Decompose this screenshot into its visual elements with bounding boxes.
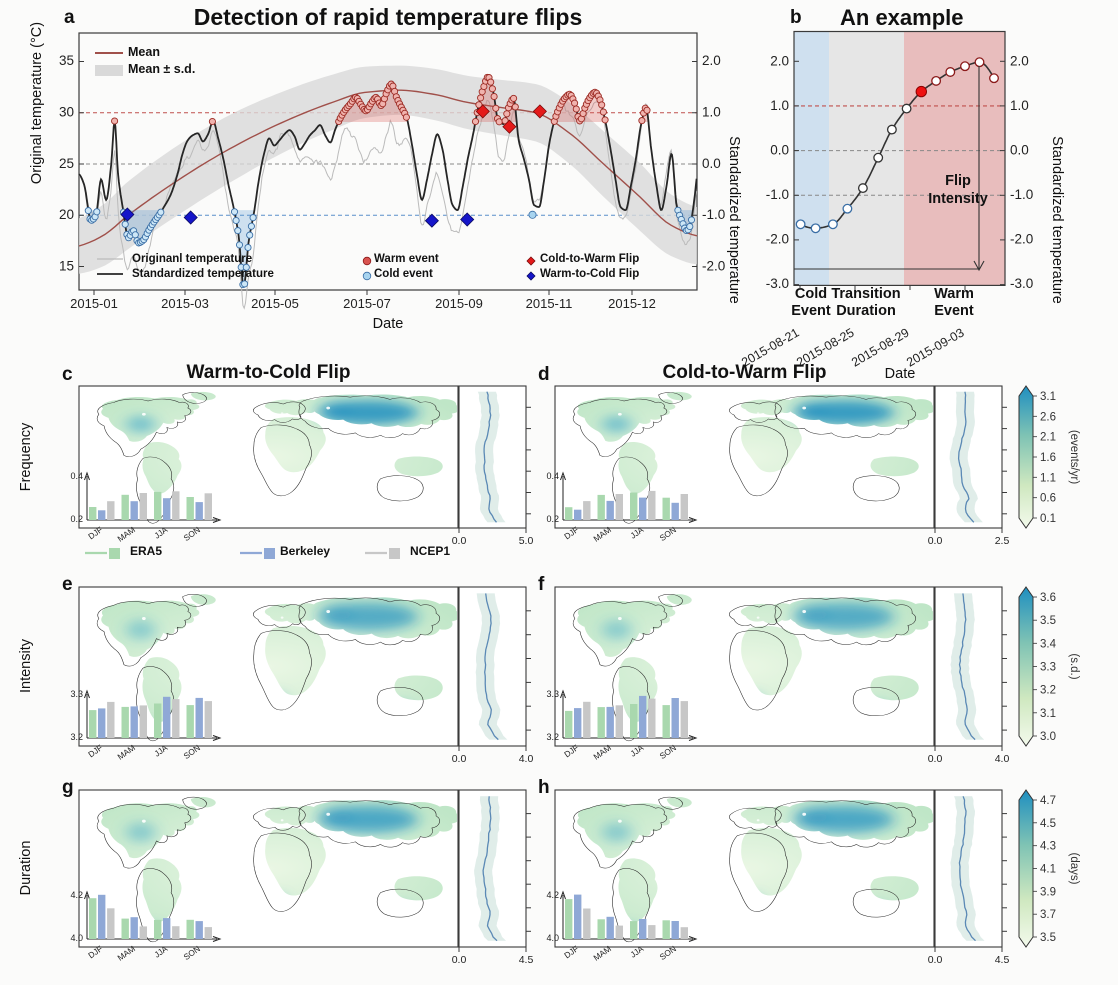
svg-text:4.2: 4.2 xyxy=(546,890,559,900)
svg-text:1.0: 1.0 xyxy=(1010,98,1029,113)
svg-text:Date: Date xyxy=(373,316,404,332)
svg-text:(events/yr): (events/yr) xyxy=(1068,430,1080,484)
svg-text:15: 15 xyxy=(59,259,74,274)
svg-text:2.5: 2.5 xyxy=(995,535,1010,547)
svg-text:2015-11: 2015-11 xyxy=(526,296,573,311)
svg-text:0.0: 0.0 xyxy=(1010,143,1029,158)
svg-text:4.2: 4.2 xyxy=(70,890,83,900)
svg-text:0.0: 0.0 xyxy=(928,954,943,966)
svg-text:0.2: 0.2 xyxy=(546,514,559,524)
svg-text:-3.0: -3.0 xyxy=(1010,276,1033,291)
svg-text:3.2: 3.2 xyxy=(546,732,559,742)
svg-text:3.0: 3.0 xyxy=(1040,731,1056,743)
svg-text:3.2: 3.2 xyxy=(70,732,83,742)
svg-text:Event: Event xyxy=(791,303,831,319)
svg-text:35: 35 xyxy=(59,53,74,68)
svg-text:4.0: 4.0 xyxy=(546,933,559,943)
svg-text:-2.0: -2.0 xyxy=(1010,232,1033,247)
svg-text:0.0: 0.0 xyxy=(770,143,789,158)
svg-text:0.1: 0.1 xyxy=(1040,513,1056,525)
svg-text:(days): (days) xyxy=(1068,853,1080,885)
svg-text:3.1: 3.1 xyxy=(1040,708,1056,720)
svg-text:-3.0: -3.0 xyxy=(766,276,789,291)
svg-text:2015-03: 2015-03 xyxy=(161,296,209,311)
svg-text:4.0: 4.0 xyxy=(995,753,1010,765)
svg-text:2015-07: 2015-07 xyxy=(343,296,391,311)
svg-text:0.6: 0.6 xyxy=(1040,493,1056,505)
svg-text:3.5: 3.5 xyxy=(1040,615,1056,627)
svg-text:Transition: Transition xyxy=(831,286,900,302)
svg-text:4.1: 4.1 xyxy=(1040,864,1056,876)
svg-text:4.7: 4.7 xyxy=(1040,795,1056,807)
svg-text:1.6: 1.6 xyxy=(1040,452,1056,464)
svg-text:3.2: 3.2 xyxy=(1040,685,1056,697)
svg-text:4.5: 4.5 xyxy=(1040,818,1056,830)
svg-text:2.0: 2.0 xyxy=(770,54,789,69)
svg-text:0.4: 0.4 xyxy=(546,471,559,481)
svg-text:3.3: 3.3 xyxy=(1040,662,1056,674)
svg-text:2015-12: 2015-12 xyxy=(608,296,656,311)
svg-text:-1.0: -1.0 xyxy=(766,187,789,202)
svg-text:4.0: 4.0 xyxy=(70,933,83,943)
svg-text:5.0: 5.0 xyxy=(519,535,534,547)
svg-text:-1.0: -1.0 xyxy=(702,207,725,222)
svg-text:0.0: 0.0 xyxy=(452,535,467,547)
svg-text:3.6: 3.6 xyxy=(1040,592,1056,604)
svg-text:3.4: 3.4 xyxy=(1040,638,1057,650)
svg-text:0.0: 0.0 xyxy=(928,753,943,765)
svg-text:Event: Event xyxy=(934,303,974,319)
svg-text:2.0: 2.0 xyxy=(702,53,721,68)
svg-text:0.0: 0.0 xyxy=(452,753,467,765)
svg-text:Duration: Duration xyxy=(836,303,896,319)
svg-text:1.1: 1.1 xyxy=(1040,472,1056,484)
svg-text:-2.0: -2.0 xyxy=(702,259,725,274)
svg-text:-2.0: -2.0 xyxy=(766,232,789,247)
svg-text:(s.d.): (s.d.) xyxy=(1068,653,1080,679)
svg-text:2015-01: 2015-01 xyxy=(70,296,118,311)
svg-text:2.1: 2.1 xyxy=(1040,432,1056,444)
svg-text:3.5: 3.5 xyxy=(1040,932,1056,944)
svg-text:0.0: 0.0 xyxy=(452,954,467,966)
svg-text:-1.0: -1.0 xyxy=(1010,187,1033,202)
svg-text:25: 25 xyxy=(59,156,74,171)
svg-text:0.4: 0.4 xyxy=(70,471,83,481)
svg-text:0.0: 0.0 xyxy=(928,535,943,547)
svg-text:Intensity: Intensity xyxy=(928,191,988,207)
svg-text:0.0: 0.0 xyxy=(702,156,721,171)
svg-text:4.3: 4.3 xyxy=(1040,841,1056,853)
svg-text:1.0: 1.0 xyxy=(770,98,789,113)
svg-text:2.0: 2.0 xyxy=(1010,54,1029,69)
svg-text:3.1: 3.1 xyxy=(1040,391,1056,403)
svg-text:3.3: 3.3 xyxy=(546,689,559,699)
svg-text:Flip: Flip xyxy=(945,173,971,189)
svg-text:1.0: 1.0 xyxy=(702,105,721,120)
svg-text:30: 30 xyxy=(59,105,74,120)
svg-text:0.2: 0.2 xyxy=(70,514,83,524)
svg-text:4.0: 4.0 xyxy=(519,753,534,765)
svg-text:Warm: Warm xyxy=(934,286,974,302)
svg-text:3.9: 3.9 xyxy=(1040,886,1056,898)
svg-text:2015-05: 2015-05 xyxy=(251,296,299,311)
svg-text:2.6: 2.6 xyxy=(1040,411,1056,423)
svg-text:3.3: 3.3 xyxy=(70,689,83,699)
svg-text:4.5: 4.5 xyxy=(995,954,1010,966)
svg-text:20: 20 xyxy=(59,207,74,222)
svg-text:4.5: 4.5 xyxy=(519,954,534,966)
svg-text:3.7: 3.7 xyxy=(1040,909,1056,921)
svg-text:2015-09: 2015-09 xyxy=(435,296,483,311)
